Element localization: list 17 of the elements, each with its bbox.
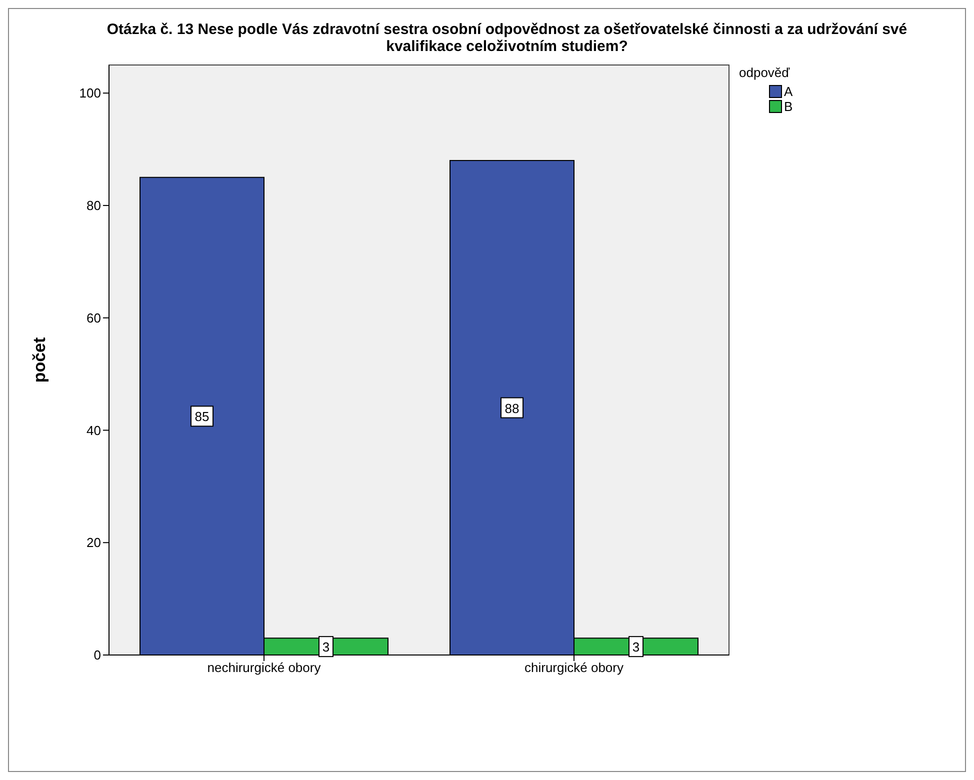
x-tick-label: chirurgické obory [524, 660, 624, 676]
legend-label: B [784, 99, 793, 114]
legend-label: A [784, 84, 793, 99]
legend-title: odpověď [739, 65, 791, 80]
y-tick-label: 0 [94, 648, 101, 663]
data-label: 85 [194, 409, 210, 424]
x-tick-label: nechirurgické obory [207, 660, 322, 676]
y-tick-label: 100 [79, 86, 101, 101]
y-tick-label: 20 [86, 535, 101, 550]
y-tick-label: 60 [86, 310, 101, 326]
chart-title: Otázka č. 13 Nese podle Vás zdravotní sestra osobní odpovědnost za ošetřovatelské činnosti a za udržování své kvalifikace celoživotním studiem? [106, 20, 908, 55]
y-axis-title: počet [30, 336, 50, 383]
y-tick-label: 40 [86, 422, 101, 438]
y-tick-label: 80 [86, 198, 101, 214]
data-label: 3 [632, 640, 640, 655]
data-label: 88 [504, 400, 520, 416]
data-label: 3 [322, 640, 330, 655]
